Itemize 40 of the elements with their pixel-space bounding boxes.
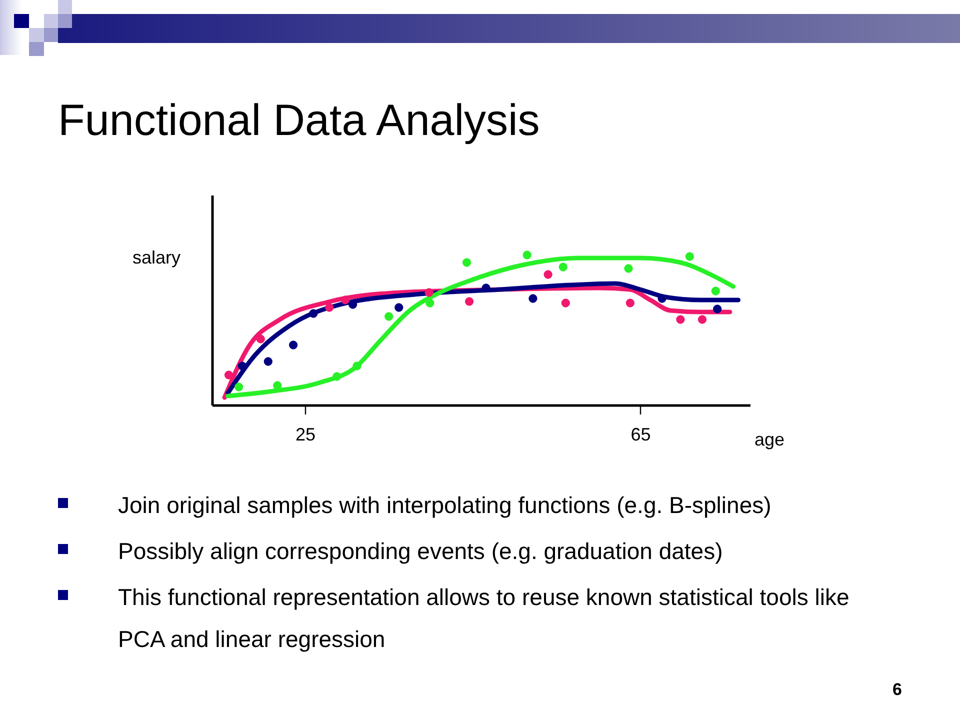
text: 6	[892, 680, 902, 700]
point	[482, 284, 490, 292]
point	[558, 262, 568, 272]
point	[528, 294, 538, 303]
point	[384, 312, 394, 321]
point	[224, 370, 234, 380]
point	[712, 304, 722, 314]
point	[309, 309, 318, 318]
point	[424, 288, 434, 297]
point	[658, 294, 666, 303]
chart-title: Functional Data Analysis	[58, 96, 540, 146]
point	[676, 315, 685, 324]
point	[711, 286, 720, 296]
text: Join original samples with interpolating functions (e.g. B-splines)	[118, 492, 772, 518]
point	[426, 298, 434, 308]
point	[256, 334, 265, 344]
y-axis-title: salary	[132, 248, 181, 268]
x-tick-label: 65	[630, 424, 651, 444]
point	[522, 250, 532, 260]
text: Possibly align corresponding events (e.g. graduation dates)	[118, 538, 723, 564]
point	[288, 340, 298, 350]
point	[544, 270, 552, 279]
point	[324, 303, 334, 312]
point	[561, 298, 570, 308]
point	[264, 357, 272, 366]
point	[624, 264, 633, 273]
point	[332, 372, 342, 381]
point	[352, 362, 362, 370]
point	[234, 382, 244, 392]
point	[698, 315, 707, 324]
point	[626, 298, 634, 308]
point	[340, 296, 350, 304]
point	[464, 297, 474, 306]
x-axis-title: age	[754, 430, 785, 450]
point	[462, 258, 472, 267]
point	[394, 303, 404, 312]
x-tick-label: 25	[296, 424, 316, 444]
text: This functional representation allows to reuse known statistical tools like PCA and linear regression	[118, 584, 850, 652]
point	[685, 252, 694, 261]
point	[238, 362, 246, 370]
